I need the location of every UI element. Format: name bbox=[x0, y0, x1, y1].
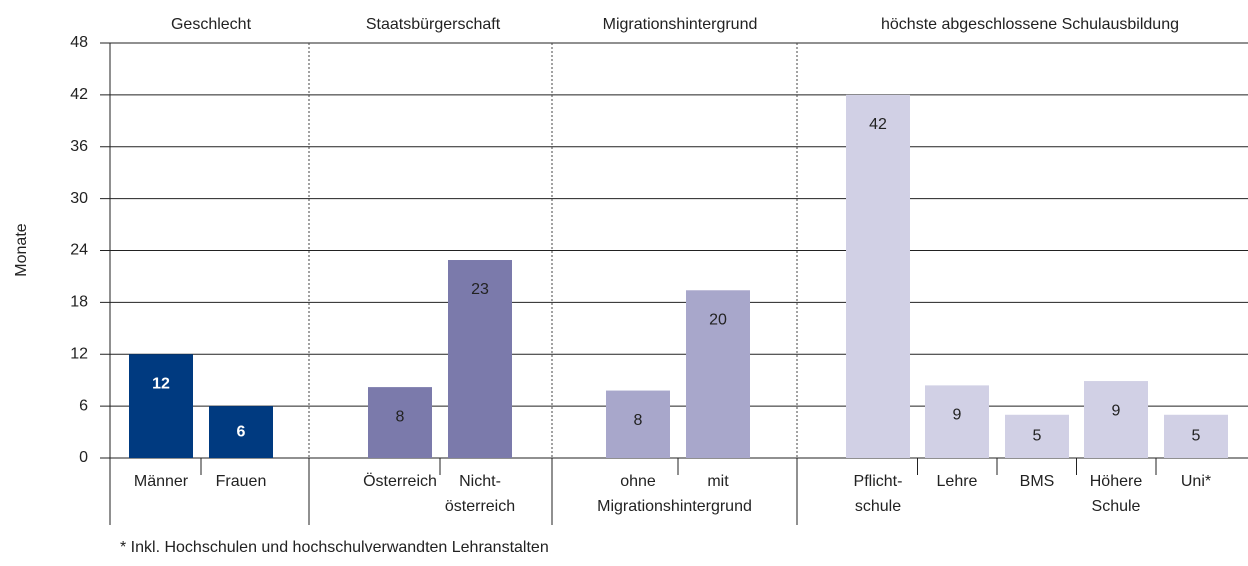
x-tick-label: BMS bbox=[1020, 473, 1055, 490]
x-tick-label: Schule bbox=[1092, 498, 1141, 515]
x-tick-label: Frauen bbox=[216, 473, 267, 490]
group-header: höchste abgeschlossene Schulausbildung bbox=[881, 16, 1179, 33]
x-tick-label: Höhere bbox=[1090, 473, 1143, 490]
y-tick-label: 12 bbox=[70, 345, 88, 362]
value-label: 5 bbox=[1033, 428, 1042, 445]
bar bbox=[925, 385, 989, 458]
x-tick-label: Lehre bbox=[937, 473, 978, 490]
x-tick-label: österreich bbox=[445, 498, 515, 515]
group-axis-label: Migrationshintergrund bbox=[597, 498, 752, 515]
y-tick-label: 48 bbox=[70, 34, 88, 51]
y-tick-label: 0 bbox=[79, 449, 88, 466]
y-tick-label: 30 bbox=[70, 190, 88, 207]
y-tick-label: 6 bbox=[79, 397, 88, 414]
bar bbox=[129, 354, 193, 458]
bar bbox=[448, 260, 512, 458]
x-tick-label: Österreich bbox=[363, 472, 437, 490]
bar bbox=[209, 406, 273, 458]
x-tick-label: Nicht- bbox=[459, 473, 501, 490]
group-header: Staatsbürgerschaft bbox=[366, 16, 501, 33]
value-label: 8 bbox=[396, 408, 405, 425]
value-label: 6 bbox=[237, 423, 246, 440]
y-tick-label: 42 bbox=[70, 86, 88, 103]
x-tick-label: ohne bbox=[620, 473, 656, 490]
bar bbox=[368, 387, 432, 458]
x-tick-label: Männer bbox=[134, 473, 189, 490]
y-tick-label: 36 bbox=[70, 138, 88, 155]
bar bbox=[846, 94, 910, 458]
footnote: * Inkl. Hochschulen und hochschulverwand… bbox=[120, 539, 549, 556]
x-tick-label: Uni* bbox=[1181, 473, 1211, 490]
x-tick-label: schule bbox=[855, 498, 901, 515]
group-header: Geschlecht bbox=[171, 16, 252, 33]
value-label: 8 bbox=[634, 412, 643, 429]
y-tick-label: 24 bbox=[70, 242, 88, 259]
bar bbox=[1164, 414, 1228, 458]
value-label: 9 bbox=[953, 407, 962, 424]
y-axis-title: Monate bbox=[13, 223, 30, 276]
bar bbox=[606, 390, 670, 458]
y-tick-label: 18 bbox=[70, 294, 88, 311]
value-label: 20 bbox=[709, 311, 727, 328]
group-header: Migrationshintergrund bbox=[603, 16, 758, 33]
bar bbox=[1084, 381, 1148, 458]
x-tick-label: Pflicht- bbox=[854, 473, 903, 490]
value-label: 12 bbox=[152, 375, 170, 392]
value-label: 9 bbox=[1112, 402, 1121, 419]
value-label: 5 bbox=[1192, 428, 1201, 445]
value-label: 42 bbox=[869, 116, 887, 133]
bar bbox=[686, 290, 750, 458]
value-label: 23 bbox=[471, 281, 489, 298]
x-tick-label: mit bbox=[707, 473, 729, 490]
bar bbox=[1005, 414, 1069, 458]
